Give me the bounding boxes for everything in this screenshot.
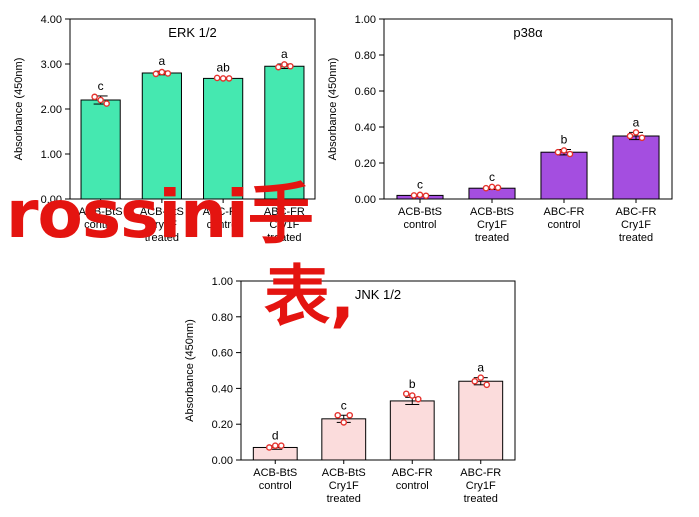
category-label: Cry1F	[329, 480, 359, 492]
category-label: treated	[475, 232, 509, 244]
category-label: treated	[464, 493, 498, 505]
data-point	[404, 391, 409, 396]
bar	[613, 136, 659, 199]
category-label: ACB-BtS	[253, 467, 297, 479]
bar	[390, 401, 434, 460]
watermark-line-1: rossini手	[6, 182, 313, 248]
category-label: Cry1F	[466, 480, 496, 492]
data-point	[282, 62, 287, 67]
data-point	[267, 445, 272, 450]
y-axis-label: Absorbance (450nm)	[184, 319, 196, 422]
y-tick-label: 1.00	[41, 149, 62, 161]
y-tick-label: 0.20	[355, 158, 376, 170]
significance-letter: c	[341, 398, 347, 412]
data-point	[92, 94, 97, 99]
y-tick-label: 0.40	[212, 383, 233, 395]
category-label: ACB-BtS	[470, 206, 514, 218]
data-point	[483, 186, 488, 191]
chart-title: JNK 1/2	[355, 287, 401, 302]
data-point	[153, 71, 158, 76]
significance-letter: b	[409, 377, 416, 391]
bar	[541, 152, 587, 199]
significance-letter: a	[633, 115, 640, 129]
y-tick-label: 0.40	[355, 122, 376, 134]
data-point	[341, 420, 346, 425]
category-label: control	[396, 480, 429, 492]
y-tick-label: 0.00	[212, 455, 233, 467]
data-point	[472, 379, 477, 384]
data-point	[417, 192, 422, 197]
y-tick-label: 0.00	[355, 194, 376, 206]
y-tick-label: 2.00	[41, 104, 62, 116]
category-label: control	[547, 219, 580, 231]
significance-letter: d	[272, 429, 279, 443]
category-label: ABC-FR	[460, 467, 501, 479]
category-label: ABC-FR	[544, 206, 585, 218]
data-point	[627, 133, 632, 138]
watermark-line-2: 表,	[264, 264, 355, 330]
data-point	[478, 375, 483, 380]
category-label: ABC-FR	[616, 206, 657, 218]
data-point	[273, 443, 278, 448]
y-tick-label: 0.80	[212, 312, 233, 324]
significance-letter: c	[98, 79, 104, 93]
y-tick-label: 4.00	[41, 14, 62, 26]
chart-title: p38α	[513, 25, 543, 40]
data-point	[227, 76, 232, 81]
data-point	[410, 393, 415, 398]
category-label: treated	[327, 493, 361, 505]
category-label: treated	[619, 232, 653, 244]
significance-letter: ab	[216, 61, 230, 75]
data-point	[221, 76, 226, 81]
y-axis-label: Absorbance (450nm)	[13, 58, 25, 161]
chart-title: ERK 1/2	[168, 25, 216, 40]
data-point	[633, 130, 638, 135]
category-label: control	[403, 219, 436, 231]
data-point	[423, 193, 428, 198]
data-point	[495, 185, 500, 190]
data-point	[98, 97, 103, 102]
y-tick-label: 0.60	[355, 86, 376, 98]
y-tick-label: 1.00	[355, 14, 376, 26]
category-label: Cry1F	[621, 219, 651, 231]
category-label: ACB-BtS	[398, 206, 442, 218]
data-point	[561, 148, 566, 153]
data-point	[484, 382, 489, 387]
data-point	[276, 65, 281, 70]
data-point	[416, 397, 421, 402]
data-point	[555, 150, 560, 155]
y-axis-label: Absorbance (450nm)	[327, 58, 339, 161]
data-point	[279, 443, 284, 448]
y-tick-label: 0.20	[212, 419, 233, 431]
data-point	[567, 151, 572, 156]
category-label: Cry1F	[477, 219, 507, 231]
data-point	[165, 71, 170, 76]
significance-letter: b	[561, 133, 568, 147]
data-point	[159, 70, 164, 75]
significance-letter: c	[489, 170, 495, 184]
category-label: control	[259, 480, 292, 492]
category-label: ACB-BtS	[322, 467, 366, 479]
significance-letter: a	[281, 47, 288, 61]
data-point	[639, 135, 644, 140]
y-tick-label: 0.60	[212, 348, 233, 360]
data-point	[335, 413, 340, 418]
significance-letter: a	[159, 54, 166, 68]
data-point	[347, 413, 352, 418]
data-point	[215, 75, 220, 80]
y-tick-label: 3.00	[41, 59, 62, 71]
significance-letter: a	[477, 361, 484, 375]
data-point	[288, 64, 293, 69]
chart-panel-2: p38α 0.00 0.20 0.40 0.60 0.80 1.00 Absorbance (…	[327, 14, 672, 244]
category-label: ABC-FR	[392, 467, 433, 479]
significance-letter: c	[417, 178, 423, 192]
data-point	[104, 101, 109, 106]
data-point	[411, 193, 416, 198]
y-tick-label: 1.00	[212, 276, 233, 288]
data-point	[489, 184, 494, 189]
y-tick-label: 0.80	[355, 50, 376, 62]
bar	[459, 381, 503, 460]
